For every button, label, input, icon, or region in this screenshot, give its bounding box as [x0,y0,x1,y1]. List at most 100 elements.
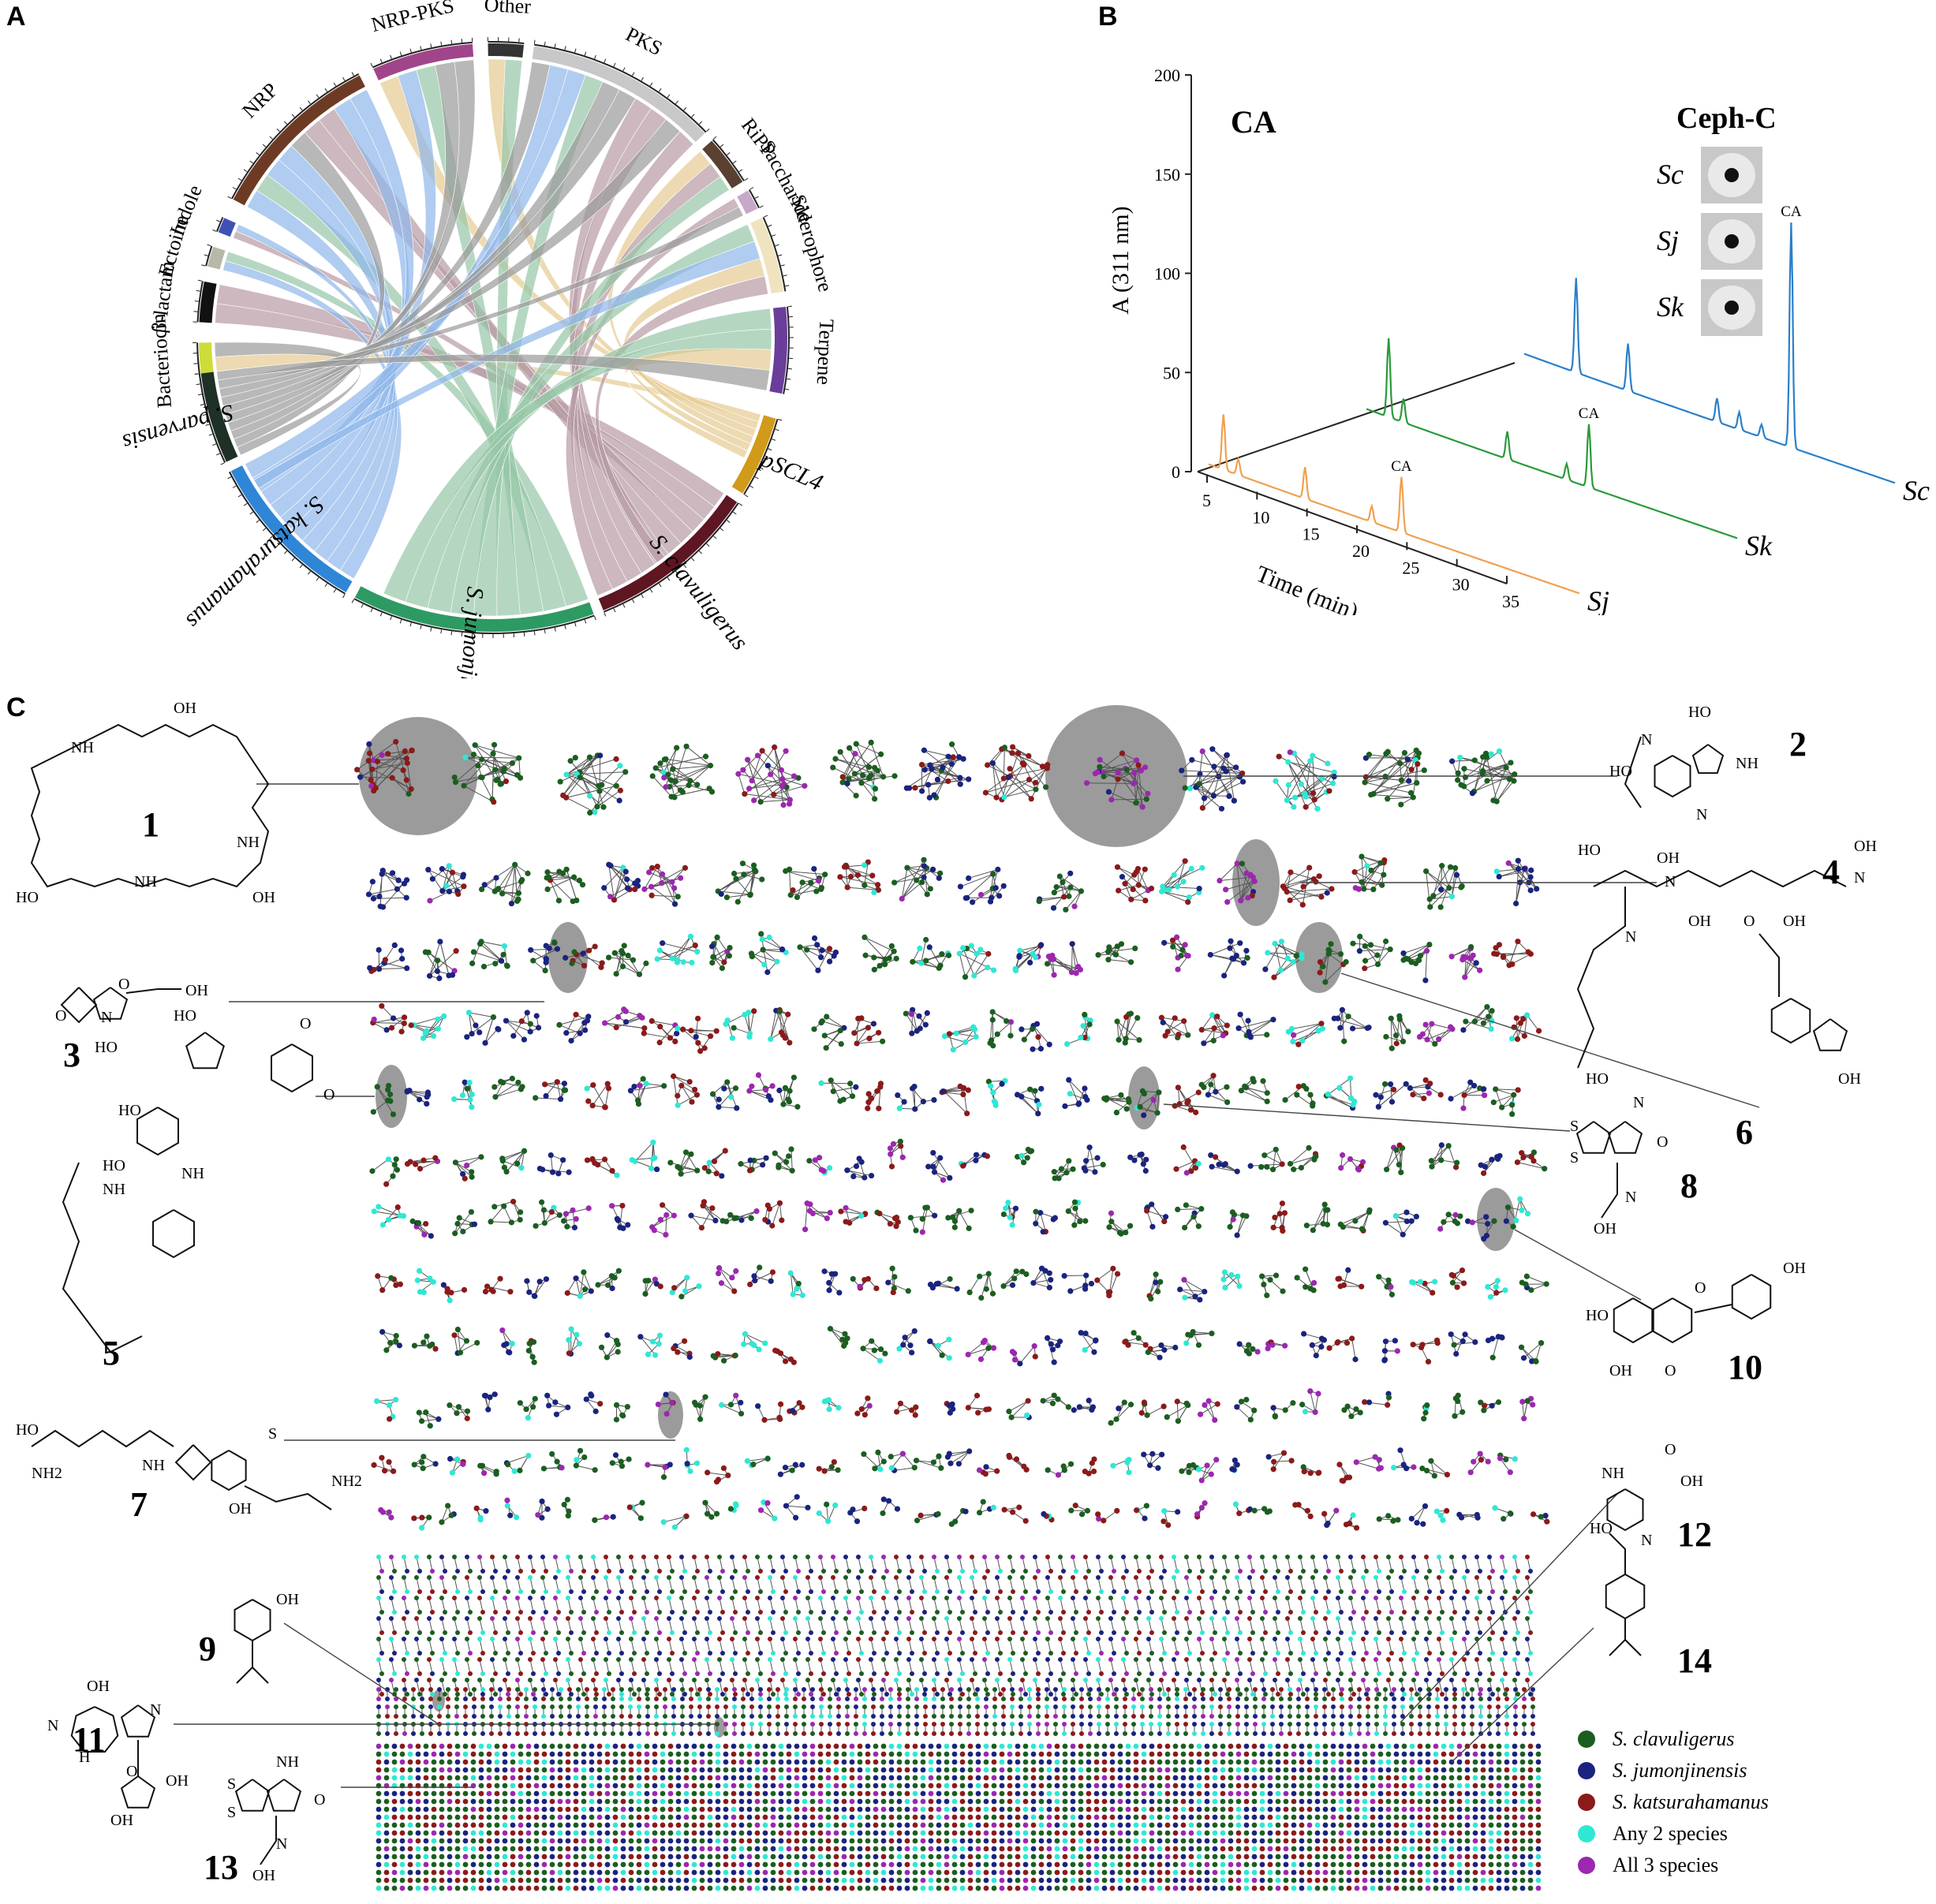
network-edge [1157,1092,1160,1113]
network-node [987,898,994,905]
network-edge [862,1348,880,1361]
network-node [945,778,951,785]
network-edge [1224,958,1233,976]
network-node [1459,883,1465,890]
network-edge [1085,1577,1089,1592]
network-node [1226,793,1232,800]
network-edge [529,1577,534,1592]
network-edge [662,943,697,953]
network-node [862,952,869,958]
network-node [600,804,607,810]
network-node [1196,781,1202,787]
network-edge [556,1081,562,1099]
network-edge [1476,1597,1481,1613]
network-edge [1325,1597,1329,1613]
network-node [643,960,649,966]
network-edge [1070,1282,1092,1292]
network-edge [901,882,923,899]
arc-tick [749,485,754,488]
network-edge [1328,953,1344,965]
network-edge [428,1638,433,1654]
network-node [623,876,630,883]
network-edge [455,1162,473,1178]
network-edge [652,1215,675,1228]
network-edge [1426,871,1452,898]
network-edge [1527,1618,1531,1633]
network-node [1142,866,1148,872]
network-edge [679,1154,692,1169]
network-node [766,934,772,941]
network-edge [1265,941,1282,970]
arc-tick [351,72,354,77]
network-edge [794,1618,799,1633]
network-node [711,954,717,961]
network-node [367,965,373,971]
chord-arcs [192,37,794,638]
network-node [989,760,996,767]
network-edge [566,774,604,808]
arc-tick [775,244,779,247]
network-edge [895,1556,900,1572]
network-edge [959,1556,963,1572]
network-edge [656,767,691,782]
arc-tick [738,502,743,506]
network-edge [921,1577,925,1592]
network-node [1115,770,1121,776]
network-node [839,779,846,786]
network-node [406,790,412,797]
network-node [613,971,619,977]
network-edge [503,1206,512,1223]
network-edge [618,1618,622,1633]
network-edge [646,1083,664,1087]
network-edge [1400,1577,1405,1592]
network-edge [416,1638,420,1654]
network-edge [1489,1556,1493,1572]
network-node [1404,756,1411,763]
network-edge [1034,1556,1039,1572]
network-edge [605,1577,610,1592]
network-node [1015,750,1022,756]
arc-tick [208,433,213,436]
network-edge [1378,1083,1407,1107]
network-edge [1261,1597,1266,1613]
network-node [1060,879,1066,886]
network-node [617,787,623,793]
network-edge [1496,780,1515,802]
network-node [376,893,383,900]
network-node [1001,793,1007,801]
network-node [1188,865,1194,872]
arc-tick [324,583,328,588]
network-edge [888,1282,909,1292]
network-node [1094,769,1101,775]
network-node [1359,879,1365,885]
network-edge [753,778,783,801]
network-node [822,872,828,878]
network-edge [707,1472,728,1477]
network-edge [1004,789,1037,798]
network-edge [468,1012,473,1034]
network-edge [1364,782,1411,793]
network-edge [1402,1216,1417,1235]
panel-label-c: C [6,693,26,722]
network-edge [1312,1618,1317,1633]
network-node [427,898,433,904]
network-node [661,775,667,781]
network-node [587,809,593,816]
network-edge [1022,1556,1026,1572]
network-node [475,763,481,769]
network-node [669,955,675,961]
network-edge [1212,1166,1238,1172]
network-node [1285,782,1291,788]
network-node [1182,858,1188,864]
network-node [1511,778,1517,784]
network-node [379,752,385,758]
arc-tick [533,631,536,636]
network-node [1131,770,1138,776]
network-edge [1224,1577,1228,1592]
network-node [446,888,453,894]
network-node [754,752,761,759]
network-edge [1034,1618,1039,1633]
network-node [818,884,825,891]
network-edge [469,1082,471,1100]
network-edge [1441,865,1443,890]
